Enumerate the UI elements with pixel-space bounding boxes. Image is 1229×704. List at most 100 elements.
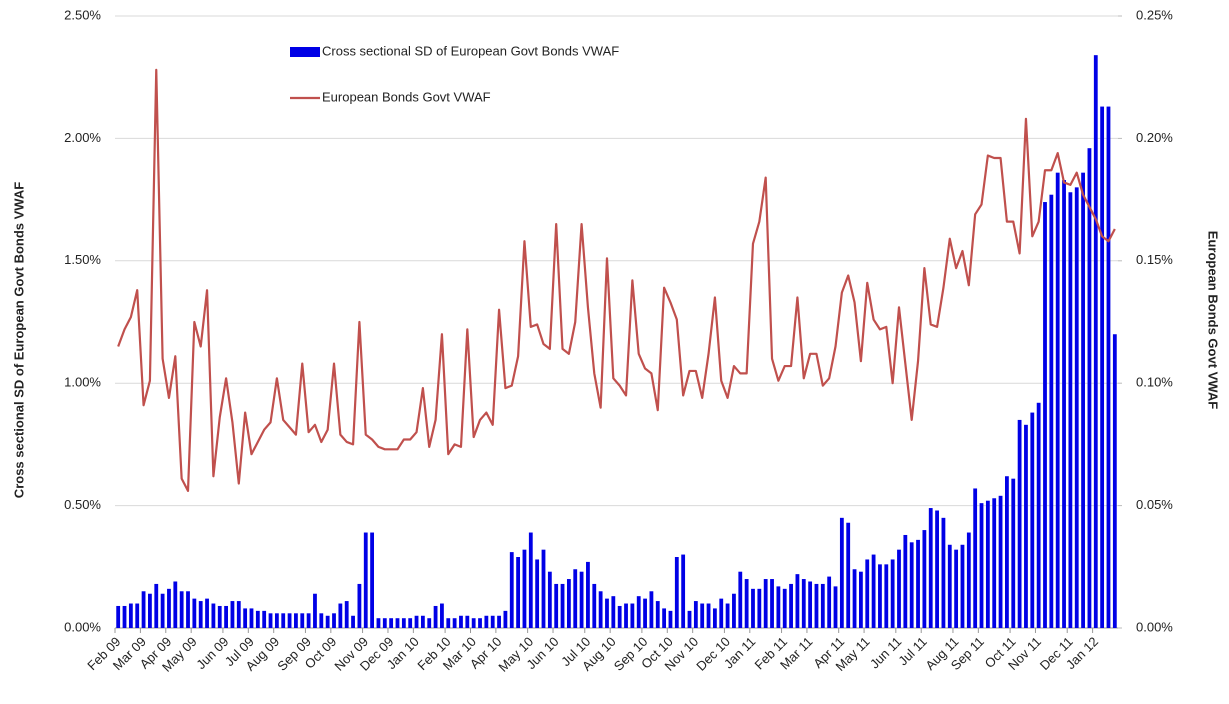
y2-tick-label: 0.05% [1136, 497, 1173, 512]
bar [497, 615, 501, 628]
y-tick-label: 1.00% [64, 375, 101, 390]
bar [814, 583, 819, 628]
bar [693, 601, 698, 628]
bar [732, 593, 736, 628]
bar [808, 581, 813, 628]
bar [719, 598, 724, 628]
bar [420, 615, 425, 628]
bar [1106, 106, 1111, 629]
bar [947, 544, 952, 628]
bar [446, 618, 451, 628]
bar [382, 618, 387, 628]
bar [547, 571, 552, 628]
bar [598, 591, 603, 628]
bar [586, 561, 590, 628]
line [117, 68, 1116, 493]
bar [179, 591, 184, 628]
bar [389, 618, 394, 628]
bar [325, 615, 330, 628]
bar [192, 598, 197, 628]
bar [1087, 148, 1092, 628]
bar [941, 517, 946, 628]
bar [433, 605, 438, 628]
bar [903, 534, 908, 628]
bar [135, 603, 140, 628]
bar [706, 603, 711, 628]
bar [617, 605, 622, 628]
bar [668, 610, 673, 628]
bar [605, 598, 609, 628]
bar [858, 571, 863, 628]
bar [909, 542, 914, 628]
y-tick-label: 2.50% [64, 7, 101, 22]
bar [966, 532, 971, 628]
bar [1055, 172, 1060, 628]
bar [846, 522, 851, 628]
bar [1068, 192, 1073, 629]
bar [1030, 412, 1035, 628]
bar [592, 583, 597, 628]
bar [1024, 424, 1028, 628]
bar [262, 610, 267, 628]
bar [255, 610, 260, 628]
bar [833, 586, 838, 628]
bar [408, 618, 413, 628]
x-tick-label: Jun 11 [867, 634, 905, 672]
y-tick-label: 0.50% [64, 497, 101, 512]
bar [122, 605, 127, 628]
bar [274, 613, 279, 628]
bar [116, 605, 121, 628]
bar [643, 598, 647, 628]
bar [763, 579, 768, 628]
bar [459, 615, 463, 628]
bar [662, 608, 667, 628]
bar [884, 564, 889, 628]
bar [167, 588, 171, 628]
bar [897, 549, 901, 628]
bar [224, 605, 228, 628]
y2-tick-label: 0.20% [1136, 130, 1173, 145]
bar [465, 615, 470, 628]
bar [313, 593, 317, 628]
bar [249, 608, 254, 628]
bar [871, 554, 876, 628]
bar [839, 517, 844, 628]
bar [979, 503, 984, 628]
bar [681, 554, 686, 628]
bar [503, 610, 508, 628]
bar [827, 576, 832, 628]
bar [357, 583, 362, 628]
bar [566, 579, 571, 628]
bar [535, 559, 540, 628]
bar [319, 613, 324, 628]
bar [198, 601, 203, 628]
bar [770, 579, 774, 628]
bar [528, 532, 533, 628]
bar [509, 552, 514, 628]
bar [1100, 106, 1105, 629]
legend-label: European Bonds Govt VWAF [322, 89, 491, 104]
bar [1049, 194, 1054, 629]
bar [655, 601, 660, 628]
bar [636, 596, 641, 628]
bar [998, 495, 1003, 628]
bar [935, 510, 939, 628]
bar [236, 601, 241, 628]
bar [789, 583, 793, 628]
bar [725, 603, 730, 628]
bar [751, 588, 755, 628]
bar [700, 603, 705, 628]
y-tick-label: 2.00% [64, 130, 101, 145]
x-tick-label: Jun 09 [193, 634, 231, 672]
bar [611, 596, 616, 628]
bar [243, 608, 248, 628]
bar [217, 605, 222, 628]
y2-tick-label: 0.00% [1136, 619, 1173, 634]
bar [560, 583, 565, 628]
y2-tick-label: 0.15% [1136, 252, 1173, 267]
bar [370, 532, 375, 628]
bar [471, 618, 476, 628]
bar [268, 613, 273, 628]
bar [306, 613, 311, 628]
